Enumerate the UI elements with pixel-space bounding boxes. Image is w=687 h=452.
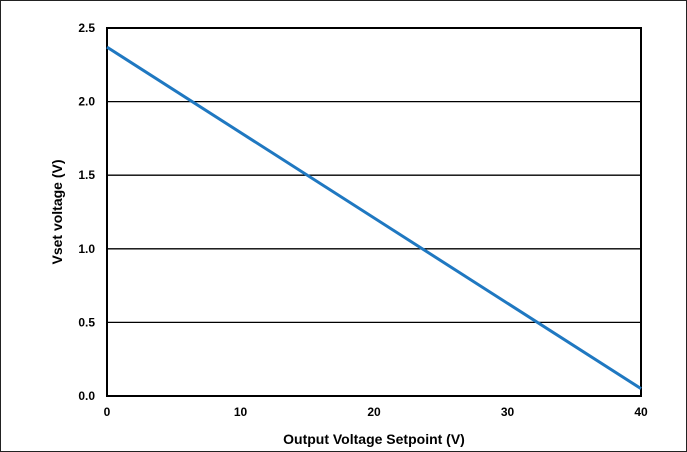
y-tick-label: 2.5 (78, 21, 95, 35)
plot-area (106, 27, 642, 397)
y-tick-labels: 0.0 0.5 1.0 1.5 2.0 2.5 (78, 21, 95, 403)
x-tick-label: 0 (104, 405, 111, 419)
y-axis-title: Vset voltage (V) (49, 159, 65, 264)
x-tick-label: 30 (501, 405, 515, 419)
y-tick-label: 1.0 (78, 242, 95, 256)
y-tick-label: 2.0 (78, 95, 95, 109)
y-tick-label: 0.5 (78, 315, 95, 329)
x-tick-labels: 0 10 20 30 40 (104, 405, 648, 419)
series-line-0 (106, 45, 642, 390)
x-tick-label: 40 (634, 405, 648, 419)
x-tick-label: 10 (234, 405, 248, 419)
x-tick-label: 20 (367, 405, 381, 419)
y-tick-label: 1.5 (78, 168, 95, 182)
gridlines (107, 100, 641, 324)
series-group (106, 45, 642, 390)
y-tick-label: 0.0 (78, 389, 95, 403)
x-axis-title: Output Voltage Setpoint (V) (283, 431, 465, 447)
